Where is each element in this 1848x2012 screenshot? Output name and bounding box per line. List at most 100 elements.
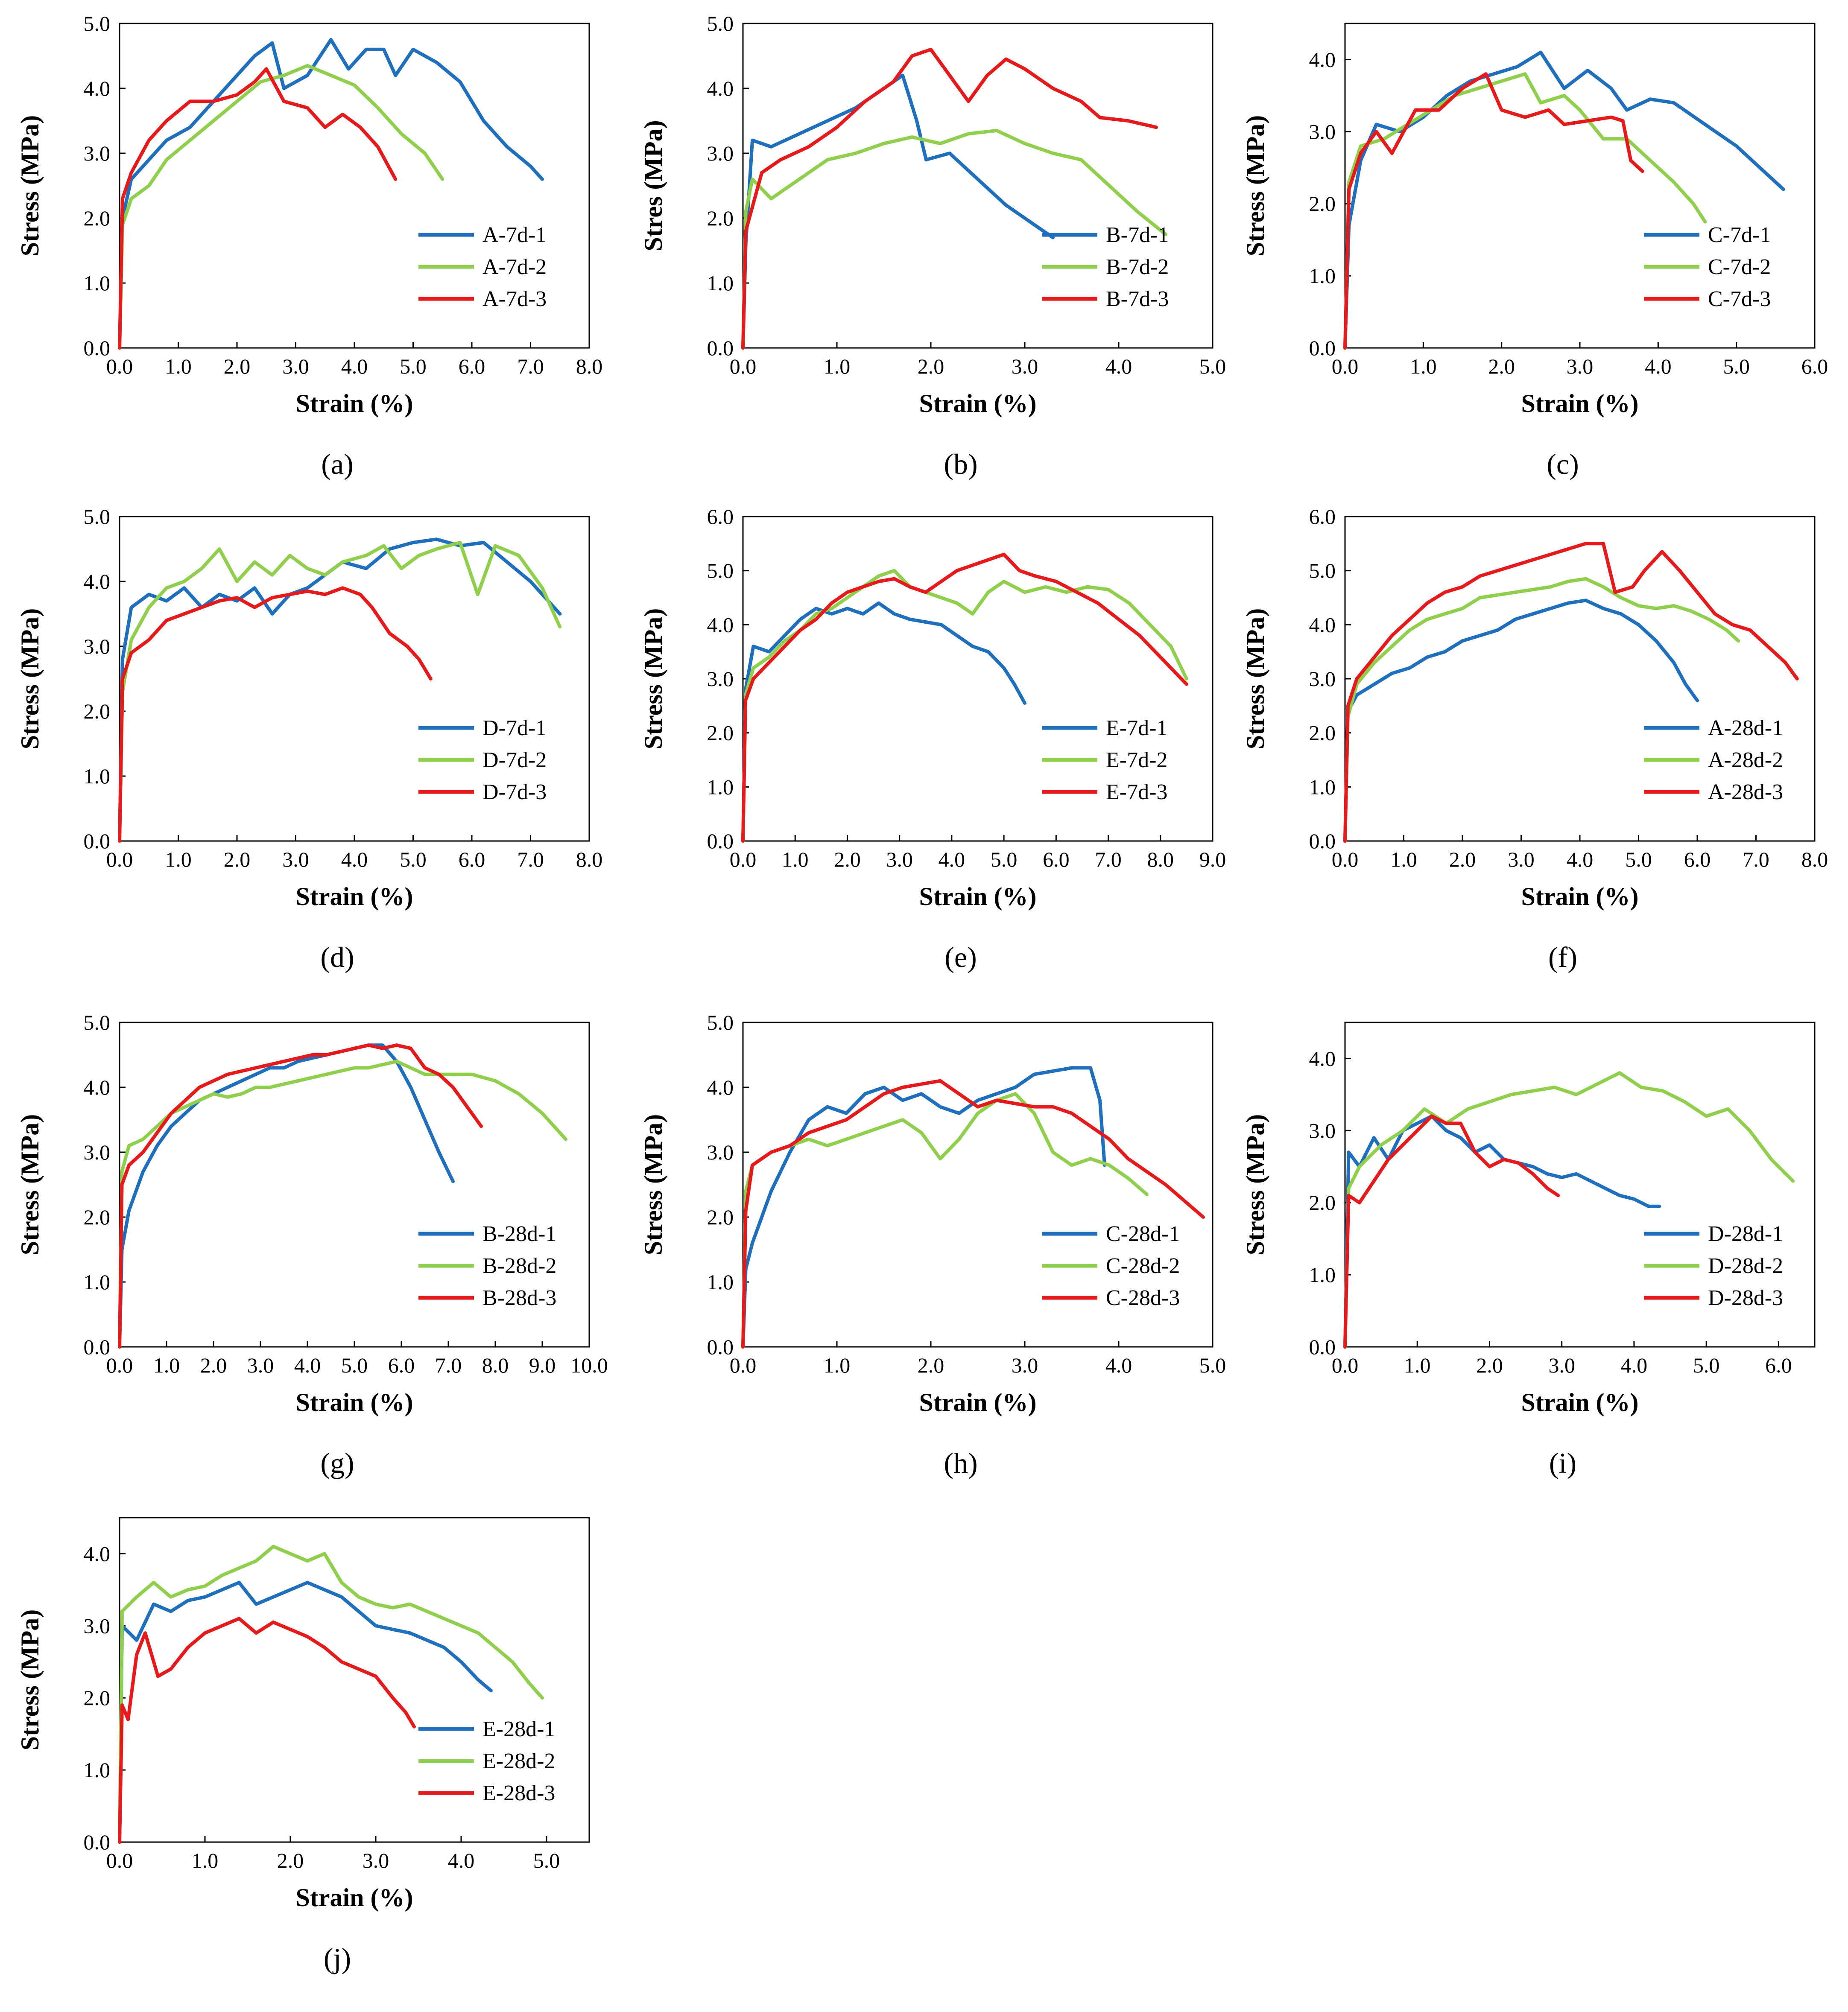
y-tick-label: 6.0 — [707, 505, 734, 529]
y-tick-label: 4.0 — [84, 569, 111, 593]
y-tick-label: 3.0 — [84, 634, 111, 658]
x-tick-label: 10.0 — [570, 1353, 608, 1377]
legend-label: B-28d-2 — [482, 1254, 556, 1278]
legend-label: A-7d-1 — [482, 223, 547, 247]
y-tick-label: 3.0 — [707, 667, 734, 691]
y-tick-label: 3.0 — [1309, 667, 1336, 691]
series-line-B-7d-3 — [741, 47, 1158, 350]
y-tick-label: 4.0 — [1309, 1046, 1336, 1070]
x-tick-label: 4.0 — [341, 847, 368, 871]
x-tick-label: 3.0 — [1012, 1353, 1038, 1377]
x-tick-label: 0.0 — [106, 847, 133, 871]
legend-label: C-7d-1 — [1708, 223, 1771, 247]
legend-label: C-7d-3 — [1708, 287, 1771, 311]
y-tick-label: 0.0 — [84, 336, 111, 360]
x-axis-label: Strain (%) — [296, 882, 413, 911]
x-tick-label: 4.0 — [294, 1353, 321, 1377]
x-tick-label: 2.0 — [1449, 847, 1476, 871]
x-tick-label: 1.0 — [824, 354, 851, 378]
series-line-E-7d-1 — [741, 601, 1026, 843]
y-tick-label: 0.0 — [707, 336, 734, 360]
x-tick-label: 6.0 — [1765, 1353, 1792, 1377]
x-tick-label: 2.0 — [277, 1848, 304, 1872]
chart-i: 0.0 1.0 2.0 3.0 4.0 5.0 6.0 0.0 1.0 2.0 3.0 4.0 Stra… — [1241, 1022, 1816, 1479]
x-tick-label: 3.0 — [363, 1848, 389, 1872]
x-tick-label: 3.0 — [282, 847, 309, 871]
legend-label: C-28d-2 — [1106, 1254, 1180, 1278]
series-line-D-28d-1 — [1343, 1114, 1661, 1349]
legend-label: E-7d-3 — [1106, 780, 1167, 804]
y-tick-label: 5.0 — [84, 505, 111, 529]
x-tick-label: 5.0 — [400, 354, 427, 378]
x-tick-label: 4.0 — [1621, 1353, 1648, 1377]
legend-label: A-7d-3 — [482, 287, 547, 311]
y-tick-label: 2.0 — [707, 206, 734, 230]
series-line-C-7d-3 — [1343, 72, 1644, 350]
chart-h: 0.0 1.0 2.0 3.0 4.0 5.0 0.0 1.0 2.0 3.0 4.0 5.0 Stra… — [639, 1010, 1226, 1479]
y-tick-label: 5.0 — [707, 559, 734, 583]
x-tick-label: 1.0 — [1404, 1353, 1431, 1377]
y-tick-label: 4.0 — [707, 76, 734, 100]
series-line-E-7d-3 — [741, 552, 1188, 843]
plot-area-j — [119, 1517, 590, 1843]
x-tick-label: 1.0 — [165, 354, 192, 378]
panel-caption: (i) — [1549, 1447, 1576, 1479]
y-axis-label: Stress (MPa) — [16, 1609, 44, 1750]
y-tick-label: 3.0 — [1309, 1118, 1336, 1142]
series-line-B-7d-1 — [741, 73, 1055, 350]
series-line-D-28d-3 — [1343, 1114, 1560, 1349]
y-axis-label: Stress (MPa) — [1241, 1114, 1269, 1255]
x-axis-label: Strain (%) — [1521, 882, 1639, 911]
chart-e: 0.0 1.0 2.0 3.0 4.0 5.0 6.0 7.0 8.0 9.0 0.0 1.0 2.0 3… — [639, 505, 1226, 973]
x-axis-label: Strain (%) — [919, 1388, 1037, 1416]
y-axis-label: Stress (MPa) — [16, 115, 44, 256]
legend-label: A-28d-3 — [1708, 780, 1783, 804]
y-tick-label: 0.0 — [1309, 336, 1336, 360]
series-line-C-28d-1 — [741, 1066, 1106, 1349]
x-axis-label: Strain (%) — [919, 882, 1037, 911]
y-tick-label: 3.0 — [84, 141, 111, 165]
chart-g: 0.0 1.0 2.0 3.0 4.0 5.0 6.0 7.0 8.0 9.0 10.0 0.0 1.0… — [16, 1010, 608, 1479]
legend-label: B-7d-2 — [1106, 255, 1169, 279]
y-tick-label: 6.0 — [1309, 505, 1336, 529]
x-tick-label: 2.0 — [200, 1353, 227, 1377]
x-tick-label: 6.0 — [388, 1353, 415, 1377]
x-tick-label: 4.0 — [341, 354, 368, 378]
y-tick-label: 5.0 — [707, 12, 734, 35]
y-tick-label: 2.0 — [1309, 192, 1336, 216]
plot-area-i — [1344, 1022, 1816, 1348]
y-tick-label: 3.0 — [84, 1140, 111, 1164]
x-tick-label: 4.0 — [1645, 354, 1672, 378]
x-tick-label: 3.0 — [282, 354, 309, 378]
series-line-D-7d-2 — [118, 540, 562, 843]
y-axis-label: Stress (MPa) — [639, 1114, 667, 1255]
x-tick-label: 8.0 — [1147, 847, 1174, 871]
legend-label: B-7d-3 — [1106, 287, 1169, 311]
y-tick-label: 1.0 — [84, 764, 111, 788]
legend-label: D-28d-1 — [1708, 1222, 1783, 1246]
legend-label: C-7d-2 — [1708, 255, 1771, 279]
y-tick-label: 5.0 — [84, 1010, 111, 1034]
panel-caption: (e) — [944, 941, 977, 973]
x-tick-label: 5.0 — [533, 1848, 560, 1872]
x-tick-label: 0.0 — [1332, 354, 1359, 378]
x-tick-label: 8.0 — [576, 354, 603, 378]
chart-f: 0.0 1.0 2.0 3.0 4.0 5.0 6.0 7.0 8.0 0.0 1.0 2.0 3.0 4… — [1241, 505, 1828, 973]
y-tick-label: 5.0 — [1309, 559, 1336, 583]
legend-label: E-28d-1 — [482, 1717, 555, 1741]
x-tick-label: 9.0 — [529, 1353, 556, 1377]
x-tick-label: 6.0 — [459, 354, 485, 378]
y-tick-label: 2.0 — [84, 206, 111, 230]
chart-d: 0.0 1.0 2.0 3.0 4.0 5.0 6.0 7.0 8.0 0.0 1.0 2.0 3.0 4… — [16, 505, 602, 973]
x-tick-label: 1.0 — [824, 1353, 851, 1377]
x-axis-label: Strain (%) — [919, 389, 1037, 418]
x-tick-label: 3.0 — [1012, 354, 1038, 378]
y-tick-label: 4.0 — [84, 76, 111, 100]
x-axis-label: Strain (%) — [296, 1388, 413, 1416]
y-tick-label: 0.0 — [707, 829, 734, 853]
y-axis-label: Stress (MPa) — [16, 608, 44, 749]
series-line-B-7d-2 — [741, 128, 1167, 350]
x-tick-label: 2.0 — [1476, 1353, 1503, 1377]
x-tick-label: 2.0 — [224, 847, 251, 871]
